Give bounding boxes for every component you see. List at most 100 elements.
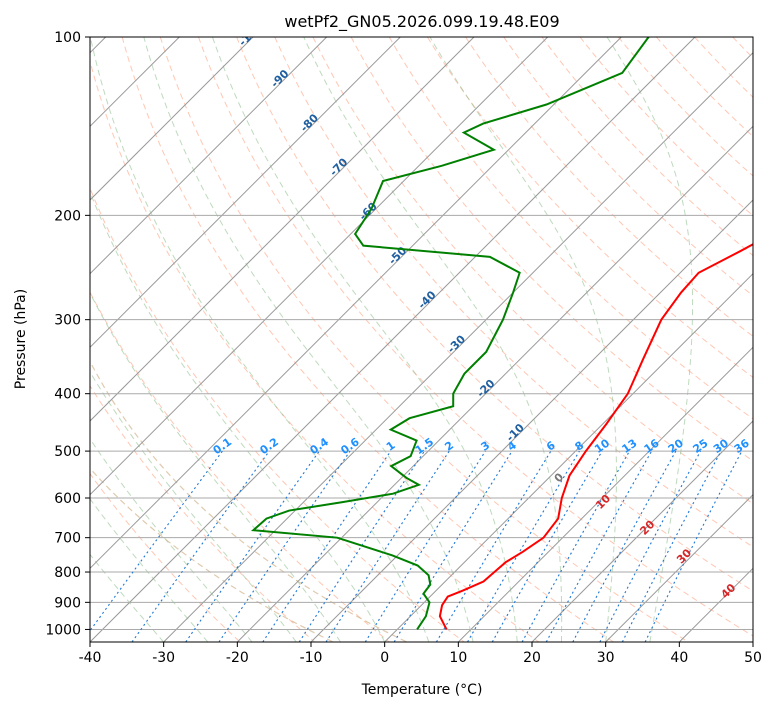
mixing-ratio-label: 25 (691, 437, 711, 456)
y-tick-label: 900 (54, 595, 81, 611)
dry-adiabat-line (655, 37, 753, 138)
dewpoint-profile-line (250, 37, 650, 631)
mixing-ratio-line (325, 450, 450, 642)
dry-adiabat-line (90, 186, 465, 642)
mixing-ratio-label: 1.5 (413, 435, 436, 457)
mixing-ratio-label: 13 (619, 437, 639, 456)
isotherm-label: -70 (327, 155, 350, 178)
x-tick-label: 20 (523, 650, 541, 666)
moist-adiabat-line (90, 37, 430, 642)
mixing-ratio-label: 30 (711, 436, 731, 456)
mixing-ratio-label: 0.6 (338, 435, 362, 457)
mixing-ratio-line (131, 450, 270, 642)
moist-adiabat-line (90, 371, 297, 642)
moist-adiabat-line (303, 37, 563, 642)
x-tick-label: -20 (226, 650, 249, 666)
mixing-ratio-line (218, 450, 351, 642)
isotherm-line (457, 346, 753, 642)
x-axis-label: Temperature (°C) (361, 682, 483, 698)
isotherm-line (310, 199, 753, 642)
dry-adiabat-line (426, 37, 753, 378)
isotherm-line (90, 37, 696, 642)
isotherm-line (90, 37, 254, 201)
isotherm-line (90, 37, 475, 422)
y-tick-label: 500 (54, 444, 81, 460)
isotherm-line (90, 37, 549, 496)
mixing-ratio-line (467, 450, 580, 642)
mixing-ratio-line (644, 450, 743, 642)
isotherm-label: -60 (357, 200, 380, 223)
isotherm-line (384, 272, 753, 642)
isotherm-label: -80 (298, 111, 321, 134)
dry-adiabat-line (312, 37, 753, 505)
dry-adiabat-line (694, 37, 753, 98)
isotherm-label: -40 (415, 288, 438, 311)
moist-adiabat-line (90, 190, 386, 642)
mixing-ratio-line (572, 450, 677, 642)
x-tick-label: 40 (670, 650, 688, 666)
dry-adiabat-line (90, 59, 540, 642)
mixing-ratio-line (393, 450, 513, 642)
x-tick-label: -30 (152, 650, 175, 666)
dry-adiabat-line (732, 37, 753, 59)
isotherm-label: -30 (445, 332, 468, 355)
x-tick-label: 10 (449, 650, 467, 666)
mixing-ratio-label: 16 (642, 436, 662, 456)
isotherm-line (605, 493, 753, 642)
chart-title: wetPf2_GN05.2026.099.19.48.E09 (284, 12, 559, 32)
mixing-ratio-line (298, 450, 425, 642)
mixing-ratio-line (364, 450, 486, 642)
isotherm-label: -90 (268, 67, 291, 90)
mixing-ratio-line (521, 450, 630, 642)
plot-area: 0.1 0.2 0.4 0.6 1 1.5 2 3 4 6 8 10 13 16 20 25 30 36-100-… (90, 37, 753, 642)
theta-e-label: 0 (552, 470, 567, 485)
reference-arc-line (90, 467, 334, 642)
mixing-ratio-line (491, 450, 603, 642)
y-tick-label: 1000 (45, 622, 81, 638)
y-tick-label: 300 (54, 313, 81, 329)
mixing-ratio-line (621, 450, 722, 642)
moist-adiabat-line (429, 37, 617, 642)
x-tick-label: -10 (300, 650, 323, 666)
y-tick-label: 400 (54, 387, 81, 403)
dry-adiabat-line (90, 472, 241, 642)
dry-adiabat-line (503, 37, 753, 297)
isotherm-line (90, 37, 401, 349)
y-tick-label: 600 (54, 491, 81, 507)
dry-adiabat-line (159, 37, 689, 642)
moist-adiabat-line (143, 37, 474, 642)
y-tick-label: 100 (54, 30, 81, 46)
dry-adiabat-line (350, 37, 753, 462)
mixing-ratio-line (90, 450, 223, 632)
moist-adiabat-line (90, 438, 253, 642)
mixing-ratio-line (185, 450, 320, 642)
dry-adiabat-line (236, 37, 753, 592)
moist-adiabat-line (211, 37, 518, 642)
dry-adiabat-line (541, 37, 753, 257)
isotherm-line (236, 125, 753, 642)
dry-adiabat-line (121, 37, 614, 642)
isotherm-line (752, 641, 753, 642)
x-tick-label: 0 (380, 650, 389, 666)
moist-adiabat-line (90, 291, 341, 642)
mixing-ratio-line (435, 450, 552, 642)
y-tick-label: 200 (54, 208, 81, 224)
dry-adiabat-line (388, 37, 753, 420)
isotherm-line (531, 420, 753, 642)
dry-adiabat-line (465, 37, 753, 337)
theta-e-label: 40 (718, 581, 738, 601)
mixing-ratio-line (545, 450, 653, 642)
theta-e-label: 30 (674, 546, 694, 566)
dry-adiabat-line (274, 37, 753, 548)
isotherm-line (90, 37, 622, 570)
moist-adiabat-line (90, 498, 209, 642)
mixing-ratio-label: 20 (666, 436, 686, 456)
temperature-profile-line (438, 243, 753, 630)
dry-adiabat-line (579, 37, 753, 217)
y-tick-label: 800 (54, 565, 81, 581)
isotherm-line (163, 51, 753, 642)
mixing-ratio-label: 0.4 (308, 435, 332, 457)
x-tick-label: 30 (597, 650, 615, 666)
